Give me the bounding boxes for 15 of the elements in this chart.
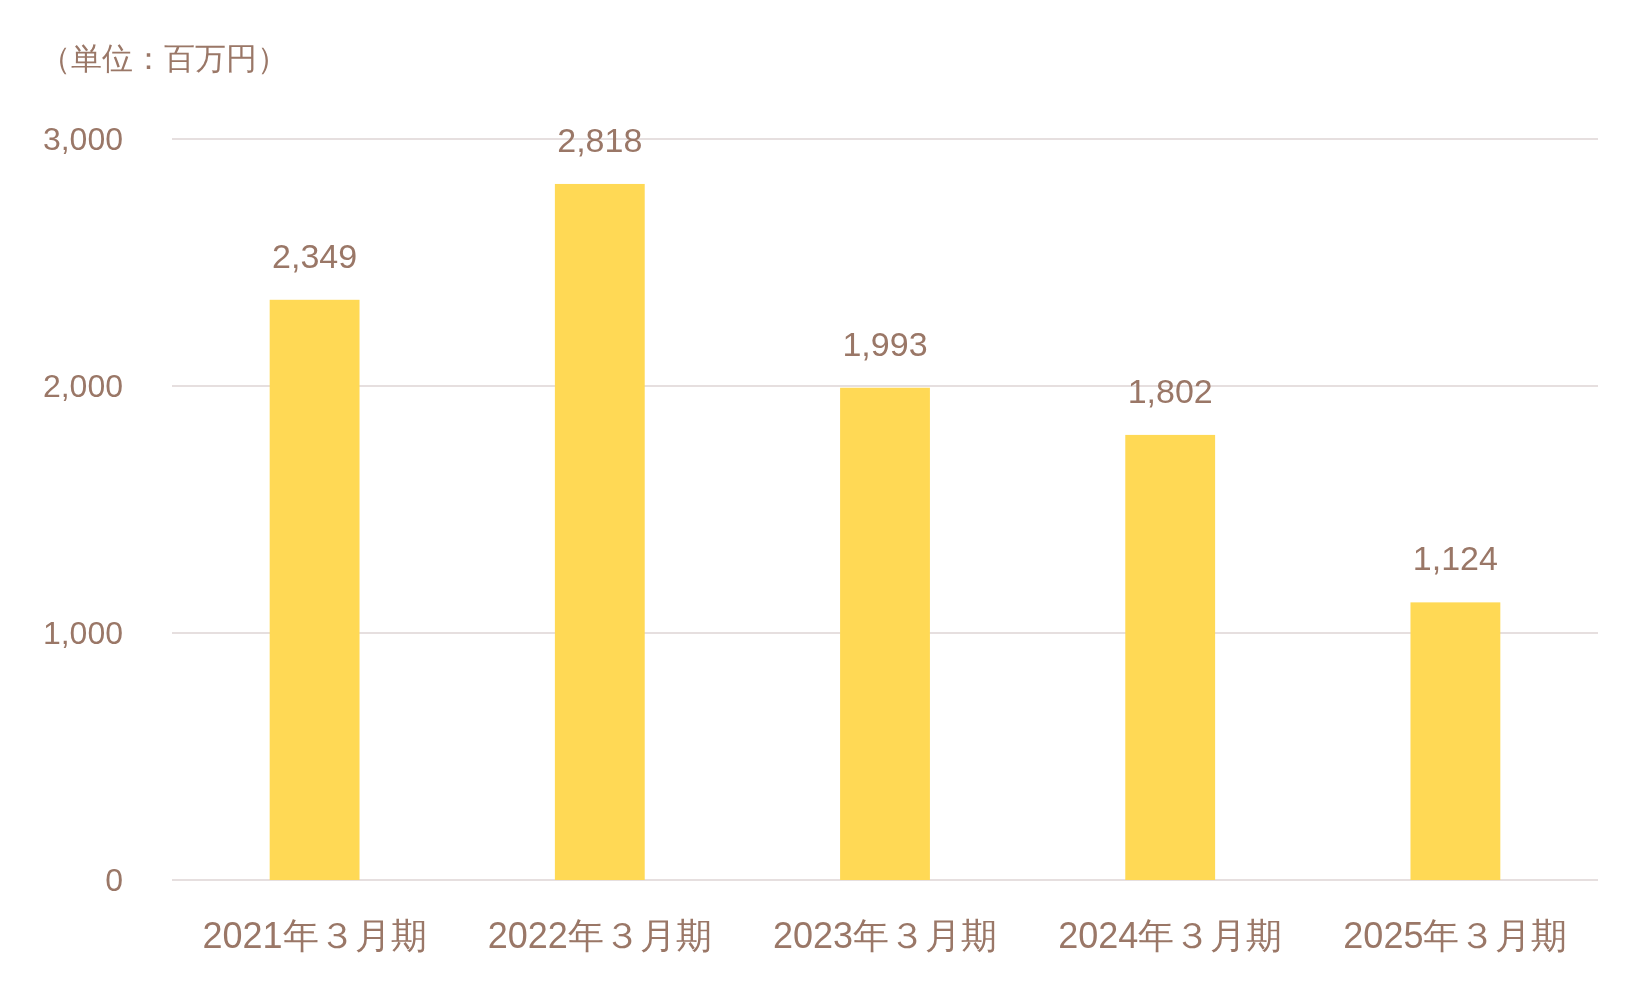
y-axis-title: （単位：百万円） <box>40 40 288 76</box>
y-tick-label: 1,000 <box>42 615 123 651</box>
y-tick-label: 3,000 <box>42 121 123 157</box>
data-label: 1,124 <box>1412 539 1498 578</box>
data-label: 1,802 <box>1127 371 1213 410</box>
x-tick-label: 2023年３月期 <box>772 914 998 956</box>
x-tick-label: 2022年３月期 <box>487 914 712 956</box>
data-label: 1,993 <box>842 324 928 363</box>
y-tick-label: 2,000 <box>42 368 123 404</box>
x-tick-label: 2021年３月期 <box>202 914 427 956</box>
x-tick-label: 2024年３月期 <box>1058 914 1283 956</box>
data-label: 2,818 <box>557 120 643 159</box>
data-label: 2,349 <box>272 236 358 275</box>
y-tick-label: 0 <box>105 862 123 898</box>
x-tick-label: 2025年３月期 <box>1343 914 1568 956</box>
